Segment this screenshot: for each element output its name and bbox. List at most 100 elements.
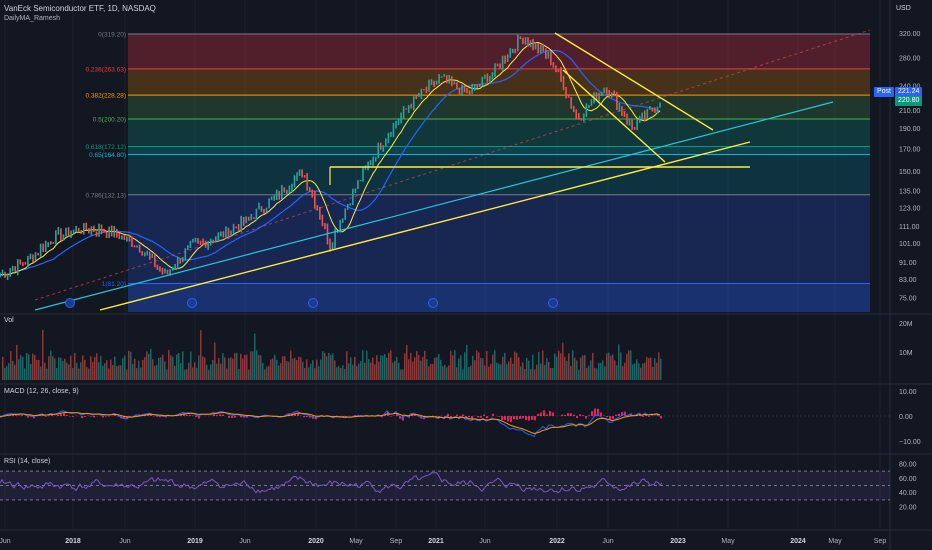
volume-bar <box>644 362 646 380</box>
volume-bar <box>650 357 652 380</box>
macd-histogram-bar <box>549 411 551 416</box>
volume-bar <box>470 365 472 380</box>
macd-histogram-bar <box>297 412 299 416</box>
volume-bar <box>186 369 188 380</box>
volume-bar <box>2 357 4 380</box>
volume-bar <box>48 356 50 380</box>
volume-bar <box>270 359 272 380</box>
macd-histogram-bar <box>540 412 542 416</box>
volume-bar <box>142 359 144 380</box>
macd-histogram-bar <box>309 416 311 418</box>
macd-histogram-bar <box>516 416 518 420</box>
volume-bar <box>516 352 518 380</box>
volume-bar <box>50 350 52 380</box>
volume-bar <box>266 366 268 380</box>
volume-bar <box>182 351 184 380</box>
macd-histogram-bar <box>450 416 452 419</box>
volume-bar <box>422 356 424 380</box>
macd-histogram-bar <box>63 413 65 416</box>
volume-bar <box>580 357 582 380</box>
volume-bar <box>184 369 186 380</box>
macd-histogram-bar <box>114 414 116 416</box>
volume-bar <box>64 358 66 380</box>
volume-bar <box>42 329 44 380</box>
rsi-axis-label: 80.00 <box>899 462 917 469</box>
fib-level-label: 0.236(263.63) <box>86 66 126 73</box>
volume-bar <box>416 351 418 380</box>
volume-bar <box>314 368 316 380</box>
macd-histogram-bar <box>471 416 473 419</box>
volume-bar <box>120 365 122 380</box>
time-axis-label: May <box>349 538 363 545</box>
volume-bar <box>554 353 556 380</box>
volume-bar <box>286 360 288 380</box>
volume-bar <box>330 354 332 380</box>
volume-bar <box>298 356 300 380</box>
macd-histogram-bar <box>399 416 401 419</box>
price-axis-label: 123.00 <box>899 205 921 212</box>
macd-histogram-bar <box>192 415 194 416</box>
volume-bar <box>492 354 494 380</box>
volume-bar <box>558 350 560 380</box>
fib-level-label: 0.65(164.80) <box>89 152 126 159</box>
volume-bar <box>604 366 606 380</box>
volume-bar <box>94 357 96 380</box>
volume-bar <box>656 362 658 380</box>
volume-bar <box>152 359 154 380</box>
volume-bar <box>226 368 228 380</box>
volume-bar <box>100 355 102 380</box>
volume-bar <box>108 368 110 380</box>
volume-bar <box>210 364 212 380</box>
volume-bar <box>232 358 234 380</box>
volume-bar <box>456 367 458 380</box>
volume-bar <box>640 367 642 380</box>
price-axis-label: 101.00 <box>899 241 921 248</box>
volume-bar <box>146 351 148 380</box>
macd-histogram-bar <box>651 415 653 416</box>
volume-bar <box>396 357 398 380</box>
macd-histogram-bar <box>579 414 581 416</box>
volume-bar <box>376 355 378 380</box>
volume-bar <box>408 359 410 380</box>
price-axis-label: 83.00 <box>899 277 917 284</box>
volume-bar <box>80 362 82 380</box>
macd-histogram-bar <box>525 416 527 421</box>
macd-histogram-bar <box>57 414 59 416</box>
volume-bar <box>426 359 428 380</box>
volume-bar <box>384 354 386 380</box>
volume-bar <box>144 357 146 380</box>
volume-bar <box>400 369 402 380</box>
volume-bar <box>150 348 152 380</box>
volume-bar <box>414 357 416 380</box>
volume-bar <box>600 362 602 380</box>
volume-bar <box>204 357 206 380</box>
volume-bar <box>332 353 334 380</box>
volume-bar <box>446 367 448 380</box>
macd-histogram-bar <box>234 416 236 418</box>
event-marker-icon <box>187 298 197 308</box>
time-axis-label: 2022 <box>549 538 565 545</box>
volume-bar <box>320 359 322 380</box>
volume-bar <box>244 354 246 380</box>
volume-bar <box>288 361 290 380</box>
volume-bar <box>478 352 480 380</box>
volume-axis-label: 20M <box>899 321 913 328</box>
macd-histogram-bar <box>606 416 608 418</box>
volume-bar <box>110 359 112 380</box>
volume-bar <box>598 362 600 380</box>
volume-bar <box>444 364 446 380</box>
macd-histogram-bar <box>195 416 197 418</box>
volume-bar <box>284 356 286 380</box>
volume-bar <box>428 366 430 380</box>
volume-bar <box>26 352 28 380</box>
macd-histogram-bar <box>21 415 23 416</box>
volume-bar <box>574 357 576 380</box>
volume-bar <box>632 364 634 380</box>
volume-bar <box>192 367 194 380</box>
volume-bar <box>36 359 38 380</box>
price-axis-label: 320.00 <box>899 31 921 38</box>
price-axis-label: 135.00 <box>899 188 921 195</box>
volume-bar <box>366 350 368 380</box>
volume-bar <box>358 363 360 380</box>
